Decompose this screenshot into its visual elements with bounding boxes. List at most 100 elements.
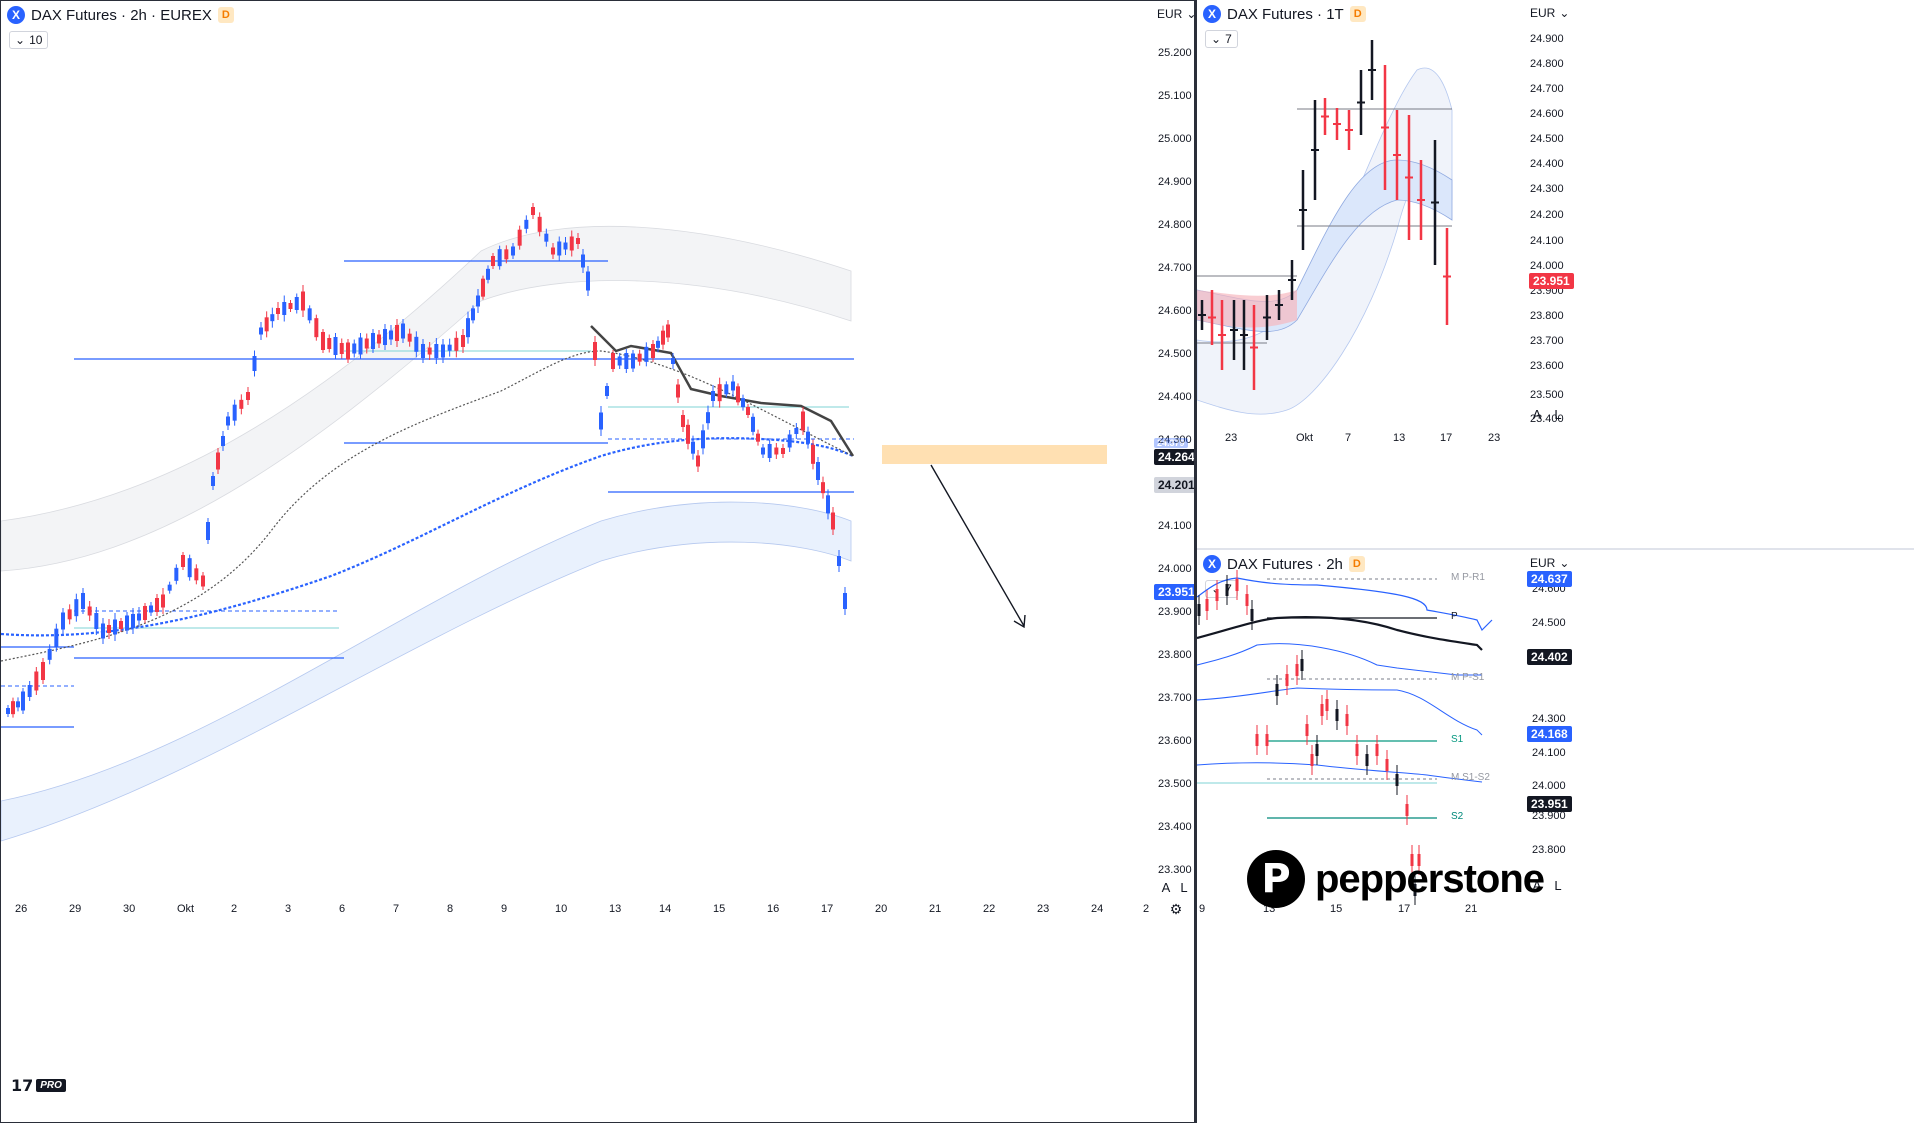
time-tick-label: 16: [767, 903, 780, 915]
price-tick-label: 23.800: [1158, 649, 1192, 661]
chart-title[interactable]: DAX Futures · 2h: [1227, 555, 1343, 573]
h2-candles-group: [1197, 570, 1421, 905]
indicators-toggle[interactable]: ⌄ 7: [1205, 30, 1238, 48]
candle-body: [194, 568, 199, 581]
pivot-label: S2: [1451, 811, 1464, 822]
pivot-label: M P-S1: [1451, 672, 1485, 683]
tv-pro-badge: PRO: [36, 1079, 66, 1092]
symbol-logo-icon: X: [7, 6, 25, 24]
candle-body: [801, 411, 805, 431]
time-tick-label: 7: [393, 903, 400, 915]
candle-body: [155, 598, 159, 612]
time-tick-label: 14: [659, 903, 672, 915]
h2-chart-panel[interactable]: X DAX Futures · 2h D ⌄ 7 EUR ⌄ M R1-R2R1…: [1197, 550, 1914, 1123]
candle-body: [327, 338, 332, 349]
currency-selector[interactable]: EUR ⌄: [1157, 7, 1194, 21]
candle-body: [551, 247, 555, 255]
candle-body: [441, 344, 445, 358]
price-tick-label: 23.900: [1532, 810, 1566, 822]
candle-body: [27, 685, 32, 697]
candle-body: [676, 384, 680, 398]
candle-body: [81, 593, 85, 609]
candle-body: [471, 308, 475, 321]
price-tick-label: 24.800: [1530, 58, 1564, 70]
auto-scale-button[interactable]: A: [1532, 877, 1542, 893]
candle-body: [1385, 759, 1389, 771]
candle-body: [407, 333, 412, 342]
candle-body: [1205, 599, 1209, 611]
chart-title[interactable]: DAX Futures · 2h · EUREX: [31, 6, 212, 24]
price-tick-label: 24.300: [1158, 434, 1192, 446]
daily-levels: [1197, 108, 1452, 344]
symbol-logo-icon: X: [1203, 5, 1221, 23]
candle-body: [1235, 579, 1239, 591]
candle-body: [1255, 734, 1259, 746]
indicators-toggle[interactable]: ⌄ 10: [9, 31, 49, 49]
currency-selector[interactable]: EUR ⌄: [1530, 6, 1569, 20]
price-tick-label: 23.800: [1530, 310, 1564, 322]
price-tick-label: 23.700: [1158, 692, 1192, 704]
candle-body: [767, 444, 772, 458]
candle-body: [401, 323, 405, 339]
price-tick-label: 24.600: [1158, 305, 1192, 317]
candle-body: [1250, 609, 1254, 621]
price-tag-t3: 24.402: [1527, 649, 1572, 665]
log-scale-button[interactable]: L: [1180, 879, 1188, 895]
chart-title[interactable]: DAX Futures · 1T: [1227, 5, 1344, 23]
candle-body: [427, 347, 432, 355]
price-tick-label: 24.900: [1158, 176, 1192, 188]
candle-body: [1395, 774, 1399, 786]
candle-body: [383, 329, 387, 345]
auto-scale-button[interactable]: A: [1532, 406, 1542, 422]
currency-selector[interactable]: EUR ⌄: [1530, 556, 1569, 570]
candle-body: [1355, 744, 1359, 756]
price-tick-label: 24.100: [1532, 747, 1566, 759]
h2-chart-canvas[interactable]: [1197, 550, 1914, 1123]
log-scale-button[interactable]: L: [1554, 877, 1562, 893]
delayed-badge: D: [217, 7, 234, 23]
candle-body: [276, 308, 280, 314]
candle-body: [531, 207, 535, 215]
daily-inner-band: [1197, 159, 1453, 332]
candle-body: [61, 612, 65, 630]
candle-body: [74, 599, 79, 617]
panel-divider-horizontal[interactable]: [1197, 548, 1914, 550]
auto-scale-button[interactable]: A: [1161, 879, 1171, 895]
candle-body: [161, 594, 165, 608]
candle-body: [605, 386, 609, 396]
candle-body: [717, 384, 722, 402]
candle-body: [706, 412, 710, 424]
candle-body: [232, 404, 237, 421]
time-tick-label: 20: [875, 903, 888, 915]
candle-body: [87, 606, 92, 616]
price-tick-label: 23.600: [1530, 360, 1564, 372]
candle-body: [264, 317, 269, 332]
candle-body: [637, 353, 642, 362]
arrow-head-icon: [1013, 614, 1026, 629]
price-tick-label: 25.200: [1158, 47, 1192, 59]
candle-body: [661, 330, 665, 345]
daily-chart-canvas[interactable]: [1197, 0, 1914, 548]
candle-body: [517, 229, 522, 246]
candle-body: [1305, 724, 1309, 736]
currency-label: EUR: [1530, 556, 1556, 570]
candle-body: [16, 701, 20, 708]
price-tick-label: 24.300: [1532, 713, 1566, 725]
candle-body: [1310, 754, 1314, 766]
pivot-label: S1: [1451, 734, 1464, 745]
candle-body: [21, 691, 25, 711]
main-chart-canvas[interactable]: [1, 1, 1195, 1123]
tradingview-logo: 17 PRO: [11, 1076, 66, 1095]
price-tick-label: 24.500: [1530, 133, 1564, 145]
time-tick-label: 8: [447, 903, 454, 915]
panel-divider-vertical[interactable]: [1195, 0, 1197, 1123]
chevron-down-icon: ⌄: [1186, 7, 1194, 21]
tv-mark: 17: [11, 1076, 34, 1095]
daily-chart-panel[interactable]: X DAX Futures · 1T D ⌄ 7 EUR ⌄ 24.900 24.…: [1197, 0, 1914, 548]
candle-body: [544, 233, 549, 242]
main-chart-panel[interactable]: X DAX Futures · 2h · EUREX D ⌄ 10 EUR ⌄: [0, 0, 1195, 1123]
candle-body: [821, 482, 825, 494]
price-tick-label: 24.000: [1532, 780, 1566, 792]
settings-gear-icon[interactable]: ⚙: [1169, 900, 1183, 917]
log-scale-button[interactable]: L: [1554, 406, 1562, 422]
